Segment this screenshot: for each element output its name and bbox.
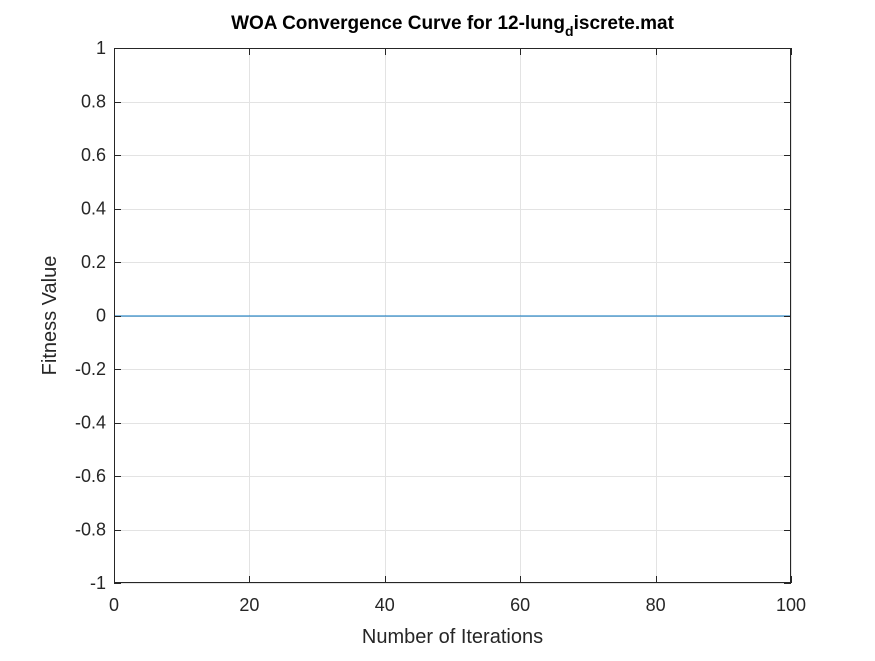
y-tick-label: 0.4 [81,199,106,219]
chart-title-suffix: iscrete.mat [574,13,675,34]
y-tick-label: -0.2 [75,359,106,379]
y-tick-label: -0.4 [75,413,106,433]
chart-title-main: WOA Convergence Curve for 12-lung [231,13,565,34]
y-tick-label: 0.8 [81,92,106,112]
chart-title: WOA Convergence Curve for 12-lungdiscret… [231,13,675,39]
y-tick-label: -1 [90,573,106,593]
y-tick-label: 0.2 [81,252,106,272]
y-tick-label: 1 [96,38,106,58]
ticks: 0 20 40 60 80 100 -1 -0.8 -0.6 -0.4 -0.2 0 0.2 0.4 0.6… [75,38,806,615]
y-tick-label: -0.8 [75,520,106,540]
y-tick-label: 0.6 [81,145,106,165]
x-tick-label: 40 [375,595,395,615]
y-axis-label: Fitness Value [39,256,61,376]
x-tick-label: 100 [776,595,806,615]
y-tick-label: -0.6 [75,466,106,486]
x-tick-label: 80 [646,595,666,615]
y-tick-label: 0 [96,306,106,326]
x-tick-label: 20 [239,595,259,615]
x-tick-label: 0 [109,595,119,615]
x-tick-label: 60 [510,595,530,615]
x-axis-label: Number of Iterations [362,626,543,648]
axes-box [114,48,791,583]
chart-title-subscript: d [565,23,574,39]
